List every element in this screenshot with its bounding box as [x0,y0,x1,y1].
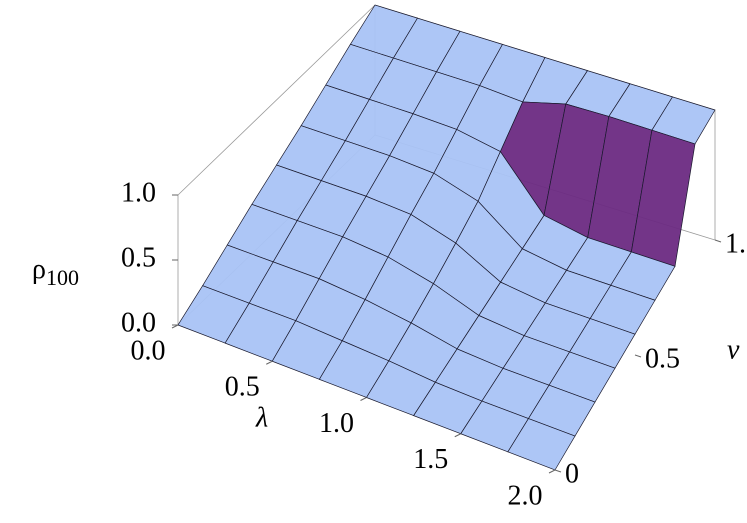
z-tick-label: 1.0 [121,177,156,208]
x-tick-label: 0.0 [131,335,166,366]
z-tick-label: 0.0 [121,307,156,338]
z-label-text: ρ [32,254,46,285]
y-tick-label: 0.5 [645,343,680,374]
y-axis-label: ν [727,334,740,365]
y-tick-label: 0 [565,458,579,489]
y-tick [554,469,562,473]
x-axis-label: λ [255,402,268,433]
x-tick-label: 0.5 [225,372,260,403]
x-tick-label: 1.5 [413,444,448,475]
y-tick [634,354,642,358]
z-axis-label: ρ100 [32,254,79,290]
x-tick [548,469,556,474]
z-tick-label: 0.5 [121,242,156,273]
x-tick-label: 2.0 [508,480,543,511]
x-tick [454,433,461,438]
box-edge [177,4,376,196]
y-tick-label: 1. [725,228,746,259]
z-label-subscript: 100 [46,265,79,290]
x-tick [266,360,273,365]
y-tick [714,239,722,243]
x-tick [360,397,367,401]
surface-patch [507,418,576,471]
x-tick-label: 1.0 [319,408,354,439]
surface [177,4,716,471]
